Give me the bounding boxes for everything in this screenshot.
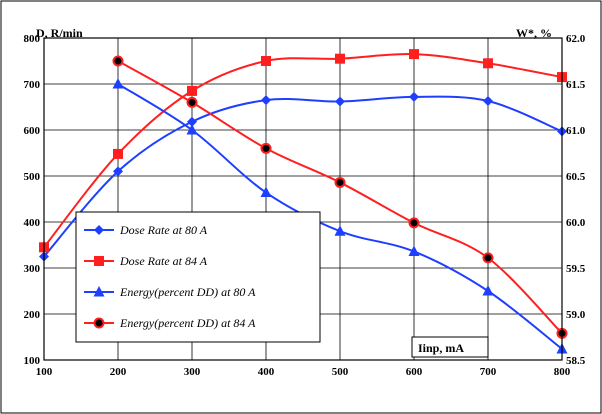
x-tick-label: 500 (332, 366, 349, 378)
left-y-tick-label: 500 (24, 171, 41, 183)
left-y-tick-label: 700 (24, 79, 41, 91)
data-point (186, 124, 198, 135)
legend-label: Dose Rate at 80 A (119, 223, 208, 237)
right-y-tick-label: 58.5 (566, 355, 586, 367)
legend-entry: Dose Rate at 80 A (84, 223, 208, 237)
legend-label: Energy(percent DD) at 84 A (119, 316, 256, 330)
data-point (334, 176, 346, 188)
data-point (112, 78, 124, 89)
legend-entry: Dose Rate at 84 A (84, 254, 208, 268)
right-y-tick-label: 59.0 (566, 309, 586, 321)
x-tick-label: 100 (36, 366, 53, 378)
x-tick-label: 600 (406, 366, 423, 378)
plot-area-border (43, 37, 563, 361)
right-axis-title: W*, % (516, 26, 552, 40)
right-y-tick-label: 61.0 (566, 125, 586, 137)
data-point (334, 225, 346, 236)
right-y-tick-label: 61.5 (566, 79, 586, 91)
legend: Dose Rate at 80 A Dose Rate at 84 A Energy… (75, 211, 321, 343)
left-y-tick-label: 300 (24, 263, 41, 275)
data-point (261, 56, 271, 66)
legend-swatch-marker (94, 256, 104, 266)
data-point (187, 85, 197, 96)
data-point (186, 96, 198, 108)
right-y-tick-label: 60.5 (566, 171, 586, 183)
left-y-tick-label: 200 (24, 309, 41, 321)
legend-label: Energy(percent DD) at 80 A (119, 285, 256, 299)
data-point (335, 96, 345, 107)
data-point (482, 252, 494, 264)
series-layer (39, 49, 568, 354)
x-tick-label: 800 (554, 366, 571, 378)
data-point (113, 148, 123, 159)
data-point (408, 217, 420, 229)
x-axis-title-frame (411, 336, 489, 358)
data-point (260, 186, 272, 198)
data-point (409, 91, 419, 102)
legend-swatch-marker (93, 317, 105, 329)
data-point (408, 245, 420, 256)
left-axis-title: D, R/min (36, 26, 83, 40)
data-point (483, 96, 493, 107)
right-y-tick-label: 59.5 (566, 263, 586, 275)
x-tick-label: 400 (258, 366, 275, 378)
data-point (187, 116, 197, 127)
data-point (335, 53, 345, 64)
data-point (261, 95, 271, 106)
x-axis-title-box: Iinp, mA (411, 336, 489, 358)
left-y-tick-label: 800 (24, 33, 41, 45)
legend-swatch-marker (94, 225, 104, 235)
data-point (260, 142, 272, 154)
right-y-tick-label: 62.0 (566, 33, 586, 45)
right-y-tick-label: 60.0 (566, 217, 586, 229)
left-y-tick-label: 600 (24, 125, 41, 137)
data-point (112, 55, 124, 67)
x-tick-label: 200 (110, 366, 127, 378)
data-point (483, 58, 493, 69)
left-y-tick-label: 100 (24, 355, 41, 367)
left-y-tick-label: 400 (24, 217, 41, 229)
data-point (482, 285, 494, 296)
data-point (409, 49, 419, 60)
x-axis-title: Iinp, mA (418, 341, 464, 355)
x-tick-label: 300 (184, 366, 201, 378)
legend-entry: Energy(percent DD) at 80 A (84, 285, 256, 299)
legend-entry: Energy(percent DD) at 84 A (84, 316, 256, 330)
legend-swatch-marker (93, 286, 105, 297)
legend-frame (75, 211, 321, 343)
axes (43, 37, 563, 361)
data-point (113, 166, 123, 177)
tick-labels: 100 200 300 400 500 600 700 800 100 200 300 400 500 6… (24, 33, 586, 378)
legend-label: Dose Rate at 84 A (119, 254, 208, 268)
x-tick-label: 700 (480, 366, 497, 378)
